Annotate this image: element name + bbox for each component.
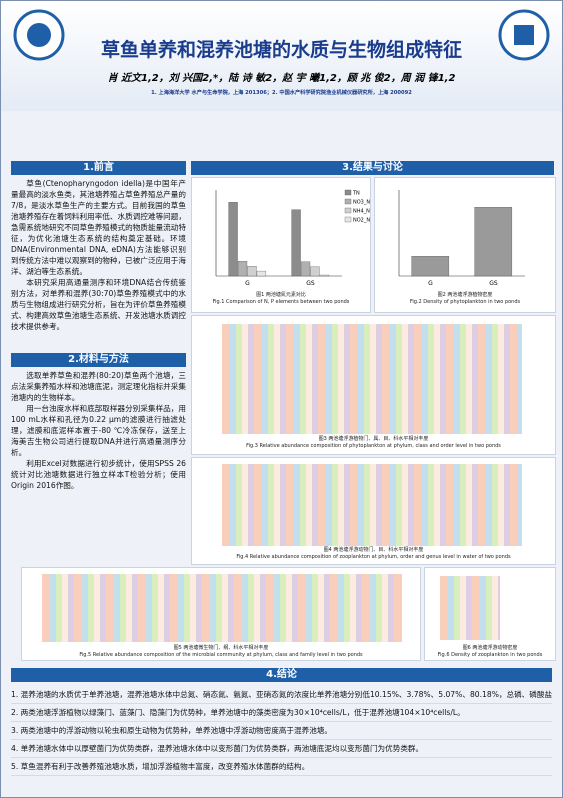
stacked-plot <box>42 574 402 642</box>
stacked-plot <box>222 324 522 434</box>
conclusions: 1. 混养池塘的水质优于单养池塘，混养池塘水体中总氮、硝态氮、氨氮、亚硝态氮的浓… <box>11 686 552 776</box>
caption: 图2 两池塘浮游植物密度 <box>437 292 493 298</box>
section-header: 1.前言 <box>11 161 186 175</box>
logo-left <box>13 9 65 61</box>
legend-swatch <box>344 207 352 214</box>
caption-en: Fig.1 Comparison of N, P elements betwee… <box>212 299 350 305</box>
paragraph: 草鱼(Ctenopharyngodon idella)是中国年产量最高的淡水鱼类… <box>11 179 186 276</box>
chart: G GS <box>398 190 525 287</box>
bar <box>256 270 267 277</box>
bar <box>300 261 311 277</box>
paragraph: 本研究采用高通量测序和环境DNA结合传统鉴别方法，对单养和混养(30:70)草鱼… <box>11 278 186 331</box>
x-tick-label: GS <box>489 280 498 287</box>
caption-en: Fig.2 Density of phytoplankton in two po… <box>409 299 521 305</box>
figure: 图5 两池塘微生物门、纲、科水平相对丰度 Fig.5 Relative abun… <box>21 567 421 661</box>
caption: 图6 两池塘浮游动物密度 <box>462 645 518 651</box>
legend-swatch <box>344 198 352 205</box>
x-tick-label: G <box>245 280 250 287</box>
authors: 肖 近文1,2，刘 兴国2,*，陆 诗 敏2，赵 宇 曦1,2，顾 兆 俊2，周… <box>107 73 456 84</box>
stacked-plot <box>440 576 500 640</box>
conclusion-item: 5. 草鱼混养有利于改善养殖池塘水质，增加浮游植物丰富度，改变养殖水体菌群的结构… <box>11 758 552 776</box>
bar <box>319 274 330 277</box>
figure: 图6 两池塘浮游动物密度 Fig.6 Density of zooplankto… <box>424 567 556 661</box>
legend-label: NO2_N <box>353 218 370 224</box>
caption: 图5 两池塘微生物门、纲、科水平相对丰度 <box>173 645 269 651</box>
x-tick-label: GS <box>306 280 315 287</box>
stacked-plot <box>222 464 522 546</box>
bar <box>228 202 238 277</box>
section-header: 4.结论 <box>11 668 552 682</box>
legend-label: NH4_N <box>353 209 370 215</box>
bar <box>237 261 248 277</box>
bar <box>474 207 513 277</box>
header: 草鱼单养和混养池塘的水质与生物组成特征 肖 近文1,2，刘 兴国2,*，陆 诗 … <box>1 1 562 111</box>
figure: G GS 图2 两池塘浮游植物密度 Fig.2 Density of phytop… <box>374 177 556 313</box>
figure: 图4 两池塘浮游动物门、目、科水平相对丰度 Fig.4 Relative abu… <box>191 457 556 565</box>
legend-swatch <box>344 216 352 223</box>
bar <box>291 209 301 277</box>
figure: 图3 两池塘浮游植物门、属、目、科水平相对丰度 Fig.3 Relative a… <box>191 315 556 455</box>
figure: G GS TN NO3_N NH4_N NO2_N 图1 两池塘氮元素对比 Fig.1 C… <box>191 177 371 313</box>
caption-en: Fig.3 Relative abundance composition of … <box>246 443 501 449</box>
bar <box>411 256 450 277</box>
legend-swatch <box>344 189 352 196</box>
paragraph: 选取单养草鱼和混养(80:20)草鱼两个池塘，三点法采集养殖水样和池塘底泥，测定… <box>11 371 186 402</box>
conclusion-item: 2. 两类池塘浮游植物以绿藻门、蓝藻门、隐藻门为优势种，单养池塘中的藻类密度为3… <box>11 704 552 722</box>
conclusion-item: 3. 两类池塘中的浮游动物以轮虫和原生动物为优势种，单养池塘中浮游动物密度高于混… <box>11 722 552 740</box>
x-tick-label: G <box>428 280 433 287</box>
legend-label: NO3_N <box>353 200 370 206</box>
caption: 图4 两池塘浮游动物门、目、科水平相对丰度 <box>323 547 424 553</box>
paragraph: 用一台浊度水样和底部取样器分别采集样品，用100 mL水样和孔径为0.22 µm… <box>11 404 186 457</box>
section-header: 3.结果与讨论 <box>191 161 554 175</box>
bar <box>247 266 257 277</box>
caption-en: Fig.4 Relative abundance composition of … <box>236 554 511 560</box>
caption-en: Fig.5 Relative abundance composition of … <box>79 652 363 658</box>
intro-text: 草鱼(Ctenopharyngodon idella)是中国年产量最高的淡水鱼类… <box>11 178 186 332</box>
caption: 图1 两池塘氮元素对比 <box>256 292 306 298</box>
paragraph: 利用Excel对数据进行初步统计，使用SPSS 26统计对比池塘数据进行独立样本… <box>11 459 186 490</box>
conclusion-item: 4. 单养池塘水体中以厚壁菌门为优势类群，混养池塘水体中以变形菌门为优势类群，两… <box>11 740 552 758</box>
section-header: 2.材料与方法 <box>11 353 186 367</box>
logo-right <box>498 9 550 61</box>
affiliation: 1. 上海海洋大学 水产与生命学院，上海 201306；2. 中国水产科学研究院… <box>151 90 412 96</box>
caption-en: Fig.6 Density of zooplankton in two pond… <box>437 652 543 658</box>
title: 草鱼单养和混养池塘的水质与生物组成特征 <box>100 39 462 61</box>
methods-text: 选取单养草鱼和混养(80:20)草鱼两个池塘，三点法采集养殖水样和池塘底泥，测定… <box>11 370 186 491</box>
chart: G GS TN NO3_N NH4_N NO2_N <box>215 189 370 287</box>
caption: 图3 两池塘浮游植物门、属、目、科水平相对丰度 <box>318 436 429 442</box>
conclusion-item: 1. 混养池塘的水质优于单养池塘，混养池塘水体中总氮、硝态氮、氨氮、亚硝态氮的浓… <box>11 686 552 704</box>
bar <box>310 266 320 277</box>
legend-label: TN <box>352 191 360 197</box>
